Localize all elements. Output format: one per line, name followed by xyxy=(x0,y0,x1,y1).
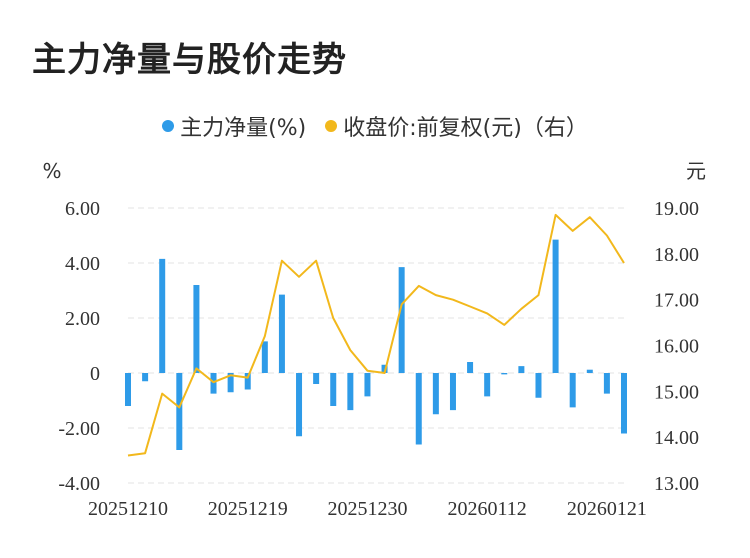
net-volume-bar xyxy=(603,373,610,394)
net-volume-bar xyxy=(569,373,576,408)
left-tick-label: 0 xyxy=(90,363,100,385)
net-volume-bar xyxy=(415,373,422,445)
left-tick-label: -2.00 xyxy=(58,418,100,440)
right-tick-label: 17.00 xyxy=(654,290,699,312)
net-volume-bar xyxy=(210,373,217,394)
net-volume-bar xyxy=(278,294,285,373)
chart-title: 主力净量与股价走势 xyxy=(32,40,347,80)
net-volume-bar xyxy=(398,267,405,373)
left-tick-label: 2.00 xyxy=(65,308,100,330)
x-tick-label: 20260121 xyxy=(567,498,647,520)
x-tick-label: 20251210 xyxy=(88,498,168,520)
price-line xyxy=(127,213,625,457)
net-volume-bar xyxy=(432,373,439,415)
legend-label-price: 收盘价:前复权(元)（右） xyxy=(343,116,588,141)
net-volume-bar xyxy=(313,373,320,384)
bar-series xyxy=(125,239,627,450)
left-tick-label: 4.00 xyxy=(65,253,100,275)
right-tick-label: 16.00 xyxy=(654,336,699,358)
line-series xyxy=(127,213,625,457)
right-tick-label: 15.00 xyxy=(654,381,699,403)
left-tick-label: 6.00 xyxy=(65,198,100,220)
net-volume-bar xyxy=(381,364,388,373)
axes: -4.00 -2.00 0 2.00 4.00 6.00 13.00 14.00 15.00 16… xyxy=(58,198,699,520)
x-tick-label: 20251230 xyxy=(327,498,407,520)
right-tick-label: 19.00 xyxy=(654,198,699,220)
net-volume-bar xyxy=(467,362,474,373)
right-tick-label: 18.00 xyxy=(654,244,699,266)
net-volume-bar xyxy=(586,369,593,373)
x-tick-label: 20251219 xyxy=(208,498,288,520)
legend-label-net: 主力净量(%) xyxy=(180,116,307,141)
legend-dot-price xyxy=(325,120,338,132)
net-volume-bar xyxy=(296,373,303,437)
legend-item-price[interactable]: 收盘价:前复权(元)（右） xyxy=(325,110,588,142)
left-axis-unit: % xyxy=(42,159,61,183)
net-volume-bar xyxy=(518,366,525,373)
left-tick-label: -4.00 xyxy=(58,473,100,495)
net-volume-bar xyxy=(621,373,627,434)
right-axis-unit: 元 xyxy=(686,159,706,183)
net-volume-bar xyxy=(125,373,131,406)
net-volume-bar xyxy=(227,373,234,393)
right-tick-label: 13.00 xyxy=(654,473,699,495)
net-volume-bar xyxy=(142,373,149,382)
net-volume-bar xyxy=(552,239,559,373)
net-volume-bar xyxy=(330,373,337,406)
net-volume-bar xyxy=(364,373,371,397)
net-volume-bar xyxy=(484,373,491,397)
net-volume-bar xyxy=(501,373,508,375)
legend-dot-net xyxy=(162,120,175,132)
net-volume-bar xyxy=(261,341,268,373)
net-volume-bar xyxy=(193,285,200,373)
legend: 主力净量(%) 收盘价:前复权(元)（右） xyxy=(0,110,750,142)
net-volume-bar xyxy=(449,373,456,411)
net-volume-bar xyxy=(244,373,251,390)
net-volume-bar xyxy=(176,373,183,450)
x-tick-label: 20260112 xyxy=(448,498,527,520)
legend-item-net[interactable]: 主力净量(%) xyxy=(162,110,306,142)
right-tick-label: 14.00 xyxy=(654,427,699,449)
net-volume-bar xyxy=(347,373,354,411)
net-volume-bar xyxy=(159,258,166,373)
net-volume-bar xyxy=(535,373,542,398)
